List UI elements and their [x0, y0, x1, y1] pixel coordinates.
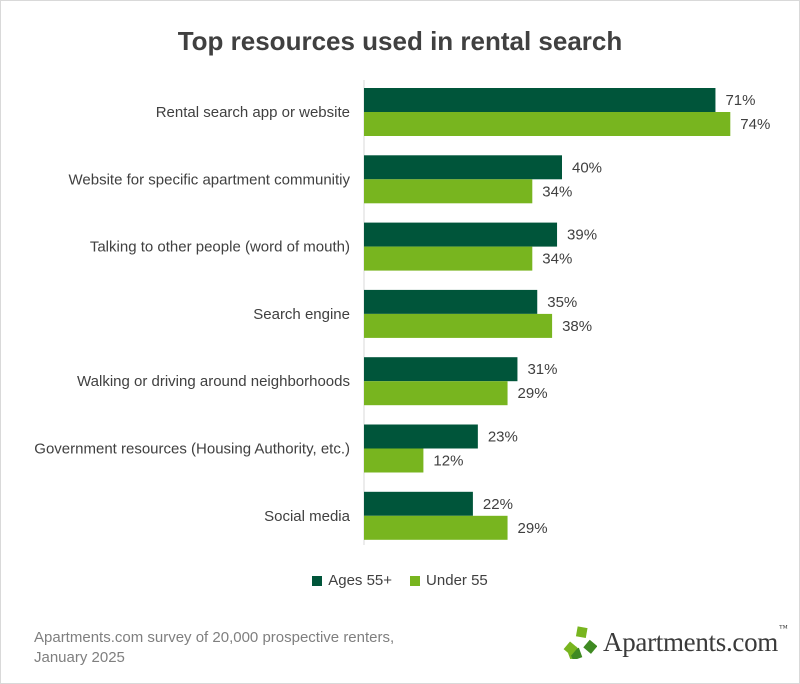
data-label-under-55-search-engine: 38% — [562, 318, 592, 335]
legend-label-ages-55-plus: Ages 55+ — [328, 572, 393, 589]
bar-ages-55-search-engine — [364, 289, 538, 314]
bar-ages-55-social-media — [364, 491, 473, 516]
legend-item-ages-55-plus: Ages 55+ — [312, 572, 392, 589]
bar-ages-55-government-resources-housing-authority-etc — [364, 424, 478, 449]
bar-under-55-talking-to-other-people-word-of-mouth — [364, 246, 533, 271]
bar-under-55-walking-or-driving-around-neighborhoods — [364, 381, 508, 406]
legend-label-under-55: Under 55 — [426, 572, 488, 589]
chart-title: Top resources used in rental search — [177, 26, 623, 56]
category-label-social-media: Social media — [264, 508, 351, 525]
data-label-ages-55-talking-to-other-people-word-of-mouth: 39% — [567, 227, 597, 244]
category-label-government-resources-housing-authority-etc: Government resources (Housing Authority,… — [34, 441, 350, 458]
bar-under-55-rental-search-app-or-website — [364, 112, 731, 136]
legend-swatch-ages-55-plus — [312, 575, 323, 586]
bar-ages-55-rental-search-app-or-website — [364, 88, 716, 112]
category-label-website-for-specific-apartment-communitiy: Website for specific apartment communiti… — [69, 171, 351, 188]
bar-under-55-government-resources-housing-authority-etc — [364, 448, 424, 473]
data-label-under-55-walking-or-driving-around-neighborhoods: 29% — [518, 385, 548, 402]
category-label-walking-or-driving-around-neighborhoods: Walking or driving around neighborhoods — [77, 373, 350, 390]
source-note-line-1: Apartments.com survey of 20,000 prospect… — [34, 629, 395, 646]
bar-ages-55-talking-to-other-people-word-of-mouth — [364, 222, 558, 247]
data-label-ages-55-search-engine: 35% — [547, 294, 577, 311]
source-note: Apartments.com survey of 20,000 prospect… — [34, 628, 454, 668]
data-label-under-55-website-for-specific-apartment-communitiy: 34% — [542, 183, 572, 200]
category-label-rental-search-app-or-website: Rental search app or website — [156, 104, 350, 121]
bar-under-55-search-engine — [364, 313, 553, 338]
bar-ages-55-walking-or-driving-around-neighborhoods — [364, 357, 518, 382]
chart-legend: Ages 55+ Under 55 — [0, 572, 800, 589]
apartments-star-logo-icon — [563, 626, 597, 659]
data-label-under-55-social-media: 29% — [518, 520, 548, 537]
legend-swatch-under-55 — [410, 575, 421, 586]
apartments-logo: Apartments.com™ — [563, 623, 788, 661]
data-label-ages-55-rental-search-app-or-website: 71% — [725, 92, 755, 109]
data-label-ages-55-website-for-specific-apartment-communitiy: 40% — [572, 159, 602, 176]
bar-under-55-social-media — [364, 515, 508, 540]
data-label-under-55-talking-to-other-people-word-of-mouth: 34% — [542, 251, 572, 268]
bar-ages-55-website-for-specific-apartment-communitiy — [364, 155, 562, 180]
data-label-under-55-government-resources-housing-authority-etc: 12% — [433, 453, 463, 470]
data-label-ages-55-government-resources-housing-authority-etc: 23% — [488, 429, 518, 446]
logo-wordmark: Apartments.com™ — [603, 622, 788, 657]
source-note-line-2: January 2025 — [34, 649, 125, 666]
bar-under-55-website-for-specific-apartment-communitiy — [364, 179, 533, 204]
category-label-search-engine: Search engine — [253, 306, 350, 323]
data-label-ages-55-walking-or-driving-around-neighborhoods: 31% — [527, 361, 557, 378]
data-label-ages-55-social-media: 22% — [483, 496, 513, 513]
legend-item-under-55: Under 55 — [410, 572, 488, 589]
data-label-under-55-rental-search-app-or-website: 74% — [740, 116, 770, 133]
category-label-talking-to-other-people-word-of-mouth: Talking to other people (word of mouth) — [90, 239, 350, 256]
